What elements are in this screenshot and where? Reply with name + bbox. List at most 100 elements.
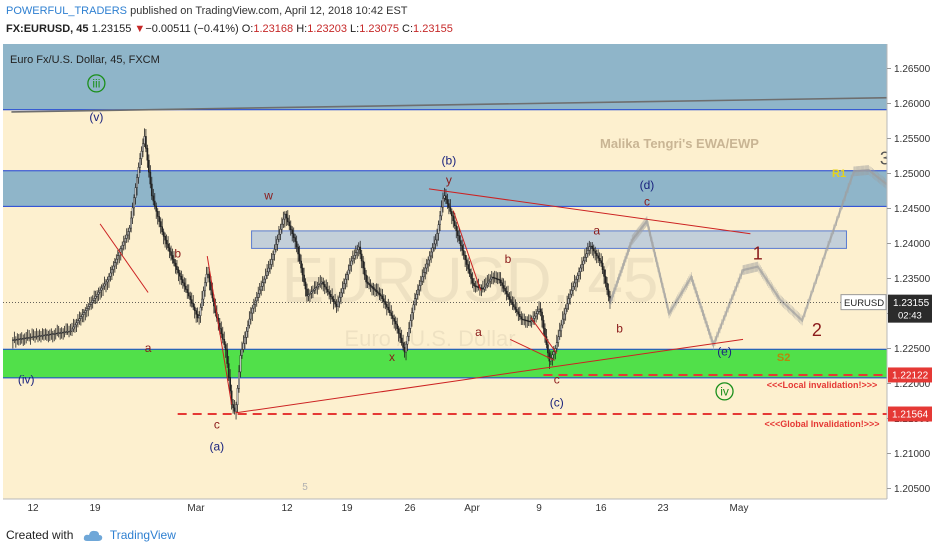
candle-body xyxy=(592,248,595,252)
candle xyxy=(146,144,149,168)
candle-body xyxy=(606,282,608,290)
candle xyxy=(71,322,73,337)
candle xyxy=(350,255,353,272)
candle-body xyxy=(455,225,458,231)
candle-body xyxy=(23,337,26,340)
candle xyxy=(75,318,78,333)
candle-body xyxy=(269,264,271,269)
candle xyxy=(226,343,229,368)
candle xyxy=(548,349,551,369)
candle xyxy=(208,271,211,291)
candle-body xyxy=(229,376,231,392)
candle xyxy=(326,282,329,296)
candle-body xyxy=(390,312,393,316)
candle-body xyxy=(25,337,28,339)
candle-body xyxy=(378,292,381,295)
candle xyxy=(440,200,443,221)
candle xyxy=(317,277,320,290)
candle xyxy=(186,284,189,299)
symbol-tag-box xyxy=(840,294,887,311)
candle-body xyxy=(325,286,328,290)
tradingview-link[interactable]: TradingView xyxy=(109,528,176,542)
candle-body xyxy=(569,293,571,299)
candle xyxy=(480,284,483,297)
candle-body xyxy=(60,332,63,334)
candle xyxy=(276,234,279,251)
candle xyxy=(486,275,489,289)
candle-body xyxy=(286,217,289,223)
candle xyxy=(461,239,464,256)
candle xyxy=(405,341,407,361)
candle xyxy=(403,341,406,358)
symbol-label[interactable]: FX:EURUSD, 45 xyxy=(6,23,89,35)
candle-body xyxy=(533,315,536,319)
candle xyxy=(181,274,184,289)
candle-body xyxy=(437,224,440,234)
candle-body xyxy=(312,290,314,293)
candle-body xyxy=(94,296,97,299)
candle-body xyxy=(220,328,223,335)
candle xyxy=(168,243,171,259)
candle-body xyxy=(368,283,370,286)
candle xyxy=(552,346,555,361)
candle xyxy=(23,333,26,345)
candle-body xyxy=(131,207,134,219)
candle-body xyxy=(399,333,401,339)
candle xyxy=(607,283,610,302)
candle xyxy=(180,270,183,286)
candle xyxy=(238,365,240,393)
candle xyxy=(529,314,532,327)
candle xyxy=(507,285,509,300)
close-label: C: xyxy=(402,23,414,35)
candle-body xyxy=(473,282,475,287)
candle xyxy=(518,306,521,321)
candle-body xyxy=(563,313,566,320)
candle-body xyxy=(552,351,555,356)
invalidation-label: <<<Global Invalidation!>>> xyxy=(764,419,879,429)
candle xyxy=(105,279,107,293)
candle xyxy=(589,242,592,254)
candle xyxy=(56,324,59,337)
candle xyxy=(142,138,144,158)
candle-body xyxy=(380,294,382,297)
candle-body xyxy=(133,197,135,209)
candle-body xyxy=(173,259,175,264)
trendline xyxy=(99,223,149,293)
candle-body xyxy=(486,282,489,286)
candle xyxy=(601,256,604,274)
candle-body xyxy=(41,335,44,337)
candle xyxy=(591,242,594,256)
candle-body xyxy=(22,338,25,340)
candle xyxy=(77,314,79,328)
candle xyxy=(464,251,466,267)
candle-body xyxy=(71,328,73,332)
candle-body xyxy=(184,285,187,290)
close-value: 1.23155 xyxy=(413,23,453,35)
candle-body xyxy=(604,276,607,284)
candle xyxy=(513,296,515,311)
candle-body xyxy=(452,215,455,222)
candle xyxy=(258,283,261,298)
candle-body xyxy=(363,267,366,276)
wave-label: (iv) xyxy=(18,373,35,387)
candle-body xyxy=(26,337,29,339)
y-axis[interactable]: 1.205001.210001.215001.220001.225001.230… xyxy=(3,44,932,499)
candle xyxy=(41,328,44,340)
candle-body xyxy=(165,239,168,245)
candle xyxy=(63,325,66,338)
candle-body xyxy=(310,291,313,294)
candle xyxy=(584,249,586,264)
wave-label: b xyxy=(616,321,623,335)
candle-body xyxy=(241,349,243,356)
candle-body xyxy=(80,316,82,319)
candle-body xyxy=(347,269,350,275)
candle xyxy=(173,251,175,267)
candle-body xyxy=(467,264,469,270)
candle-body xyxy=(600,260,602,264)
candle-body xyxy=(137,167,140,178)
candle-body xyxy=(316,285,319,288)
candle-body xyxy=(586,249,589,255)
candle xyxy=(335,299,338,313)
publisher-link[interactable]: POWERFUL_TRADERS xyxy=(6,5,128,17)
